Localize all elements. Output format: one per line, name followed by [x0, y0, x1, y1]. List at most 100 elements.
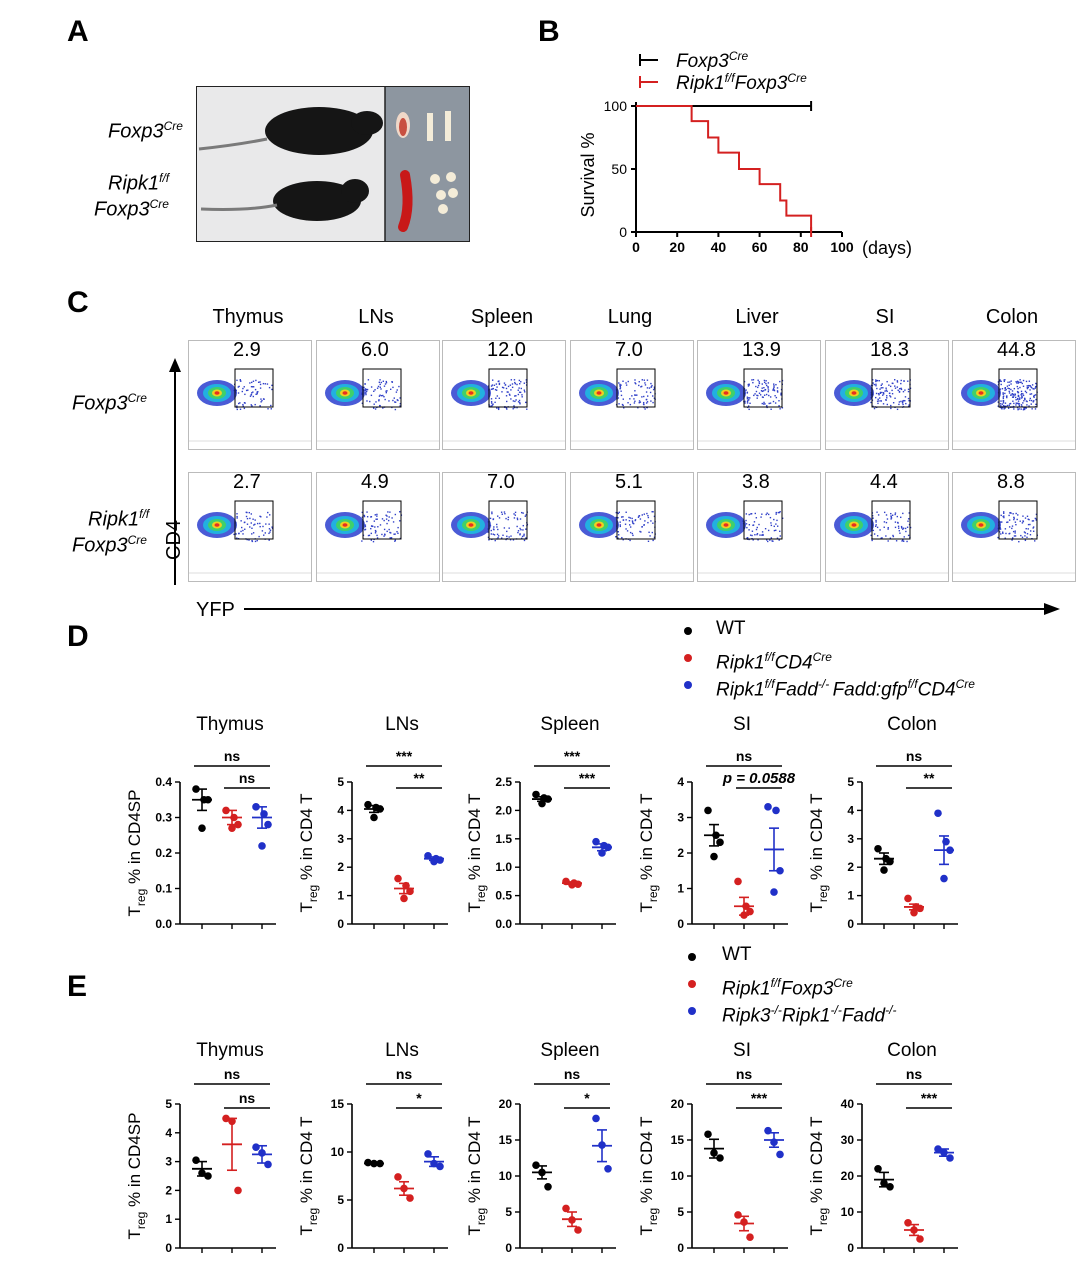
flow-event [898, 530, 901, 532]
flow-event [1005, 405, 1007, 408]
flow-event [884, 390, 886, 392]
flow-event [901, 527, 903, 529]
dot-point [934, 1145, 942, 1153]
flow-event [525, 537, 527, 539]
flow-event [1022, 385, 1025, 387]
flow-event [271, 526, 273, 528]
flow-event [520, 529, 522, 531]
flow-event [1013, 387, 1016, 390]
flow-gate [616, 368, 656, 408]
dot-ytick-label: 2.0 [495, 803, 512, 817]
flow-event [1003, 379, 1005, 381]
flow-event [773, 529, 776, 532]
flow-event [1000, 533, 1002, 535]
flow-event [387, 519, 390, 522]
flow-event [646, 387, 649, 389]
flow-event [1012, 513, 1014, 515]
flow-event [512, 539, 515, 541]
flow-event [763, 386, 765, 389]
flow-event [374, 514, 376, 516]
flow-event [647, 516, 650, 519]
dot-ytick-label: 0 [337, 917, 344, 931]
flow-event [748, 408, 750, 411]
flow-event [376, 537, 379, 539]
flow-event [902, 401, 904, 403]
flow-event [1026, 404, 1028, 406]
dot-point [258, 1149, 266, 1157]
flow-event [762, 533, 764, 536]
flow-event [1016, 402, 1018, 404]
dot-chart-title: Thymus [196, 1040, 264, 1061]
flow-event [755, 385, 757, 388]
flow-event [902, 400, 904, 402]
flow-event [383, 396, 385, 398]
flow-event [505, 517, 507, 520]
flow-event [380, 388, 382, 390]
dot-point [370, 813, 378, 822]
flow-event [753, 394, 755, 397]
flow-event [520, 387, 522, 390]
flow-event [389, 537, 391, 539]
dot-point [544, 795, 552, 803]
flow-event [506, 408, 508, 410]
dot-ytick-label: 0.2 [155, 846, 172, 860]
flow-event [390, 537, 393, 539]
flow-event [640, 386, 642, 388]
panel-a-row1-label: Foxp3Cre [108, 119, 183, 143]
flow-event [262, 382, 265, 385]
flow-event [1022, 393, 1024, 395]
flow-event [891, 514, 894, 516]
dot-point [430, 1159, 438, 1168]
flow-event [1013, 535, 1016, 537]
flow-event [508, 527, 510, 529]
dot-point [400, 894, 408, 903]
dot-chart-D-colon: Colon 0 1 2 3 4 5 Treg % in CD4 T ns** [807, 714, 958, 931]
flow-event [498, 397, 500, 399]
flow-event [521, 396, 523, 398]
flow-event [781, 407, 784, 409]
dot-point [204, 795, 212, 804]
flow-event [1021, 536, 1024, 539]
flow-event [523, 535, 525, 537]
flow-event [870, 401, 872, 404]
flow-event [638, 400, 641, 402]
flow-event [1011, 537, 1014, 539]
flow-event [886, 397, 888, 399]
dot-ytick-label: 40 [841, 1097, 855, 1111]
flow-event [1027, 528, 1029, 530]
survival-ytick-label: 0 [619, 224, 627, 240]
flow-event [771, 540, 773, 542]
flow-event [769, 539, 771, 541]
flow-event [646, 379, 649, 381]
flow-event [373, 403, 375, 405]
flow-event [1013, 518, 1015, 521]
flow-event [361, 516, 364, 518]
flow-event [1026, 536, 1028, 539]
flow-plot: 6.0 [316, 339, 440, 450]
legend-label-ripk1-foxp3: Ripk1f/fFoxp3Cre [676, 71, 807, 94]
flow-event [761, 534, 763, 536]
flow-event [235, 533, 237, 535]
flow-event [889, 395, 891, 397]
flow-event [500, 511, 503, 513]
flow-event [260, 516, 262, 518]
flow-event [269, 531, 271, 533]
flow-event [885, 535, 887, 537]
flow-gate [234, 500, 274, 540]
flow-event [1001, 403, 1004, 405]
dot-point [228, 1117, 236, 1126]
flow-event [374, 526, 376, 528]
flow-plot: 13.9 [697, 339, 821, 450]
flow-event [504, 513, 506, 515]
flow-event [620, 390, 622, 392]
flow-event [366, 388, 369, 391]
flow-event [641, 396, 643, 398]
flow-event [634, 390, 636, 392]
flow-event [241, 390, 244, 393]
flow-event [1024, 406, 1026, 409]
flow-event [644, 520, 646, 522]
flow-event [650, 386, 652, 388]
flow-event [246, 511, 248, 514]
flow-event [506, 400, 508, 403]
flow-event [377, 385, 380, 388]
